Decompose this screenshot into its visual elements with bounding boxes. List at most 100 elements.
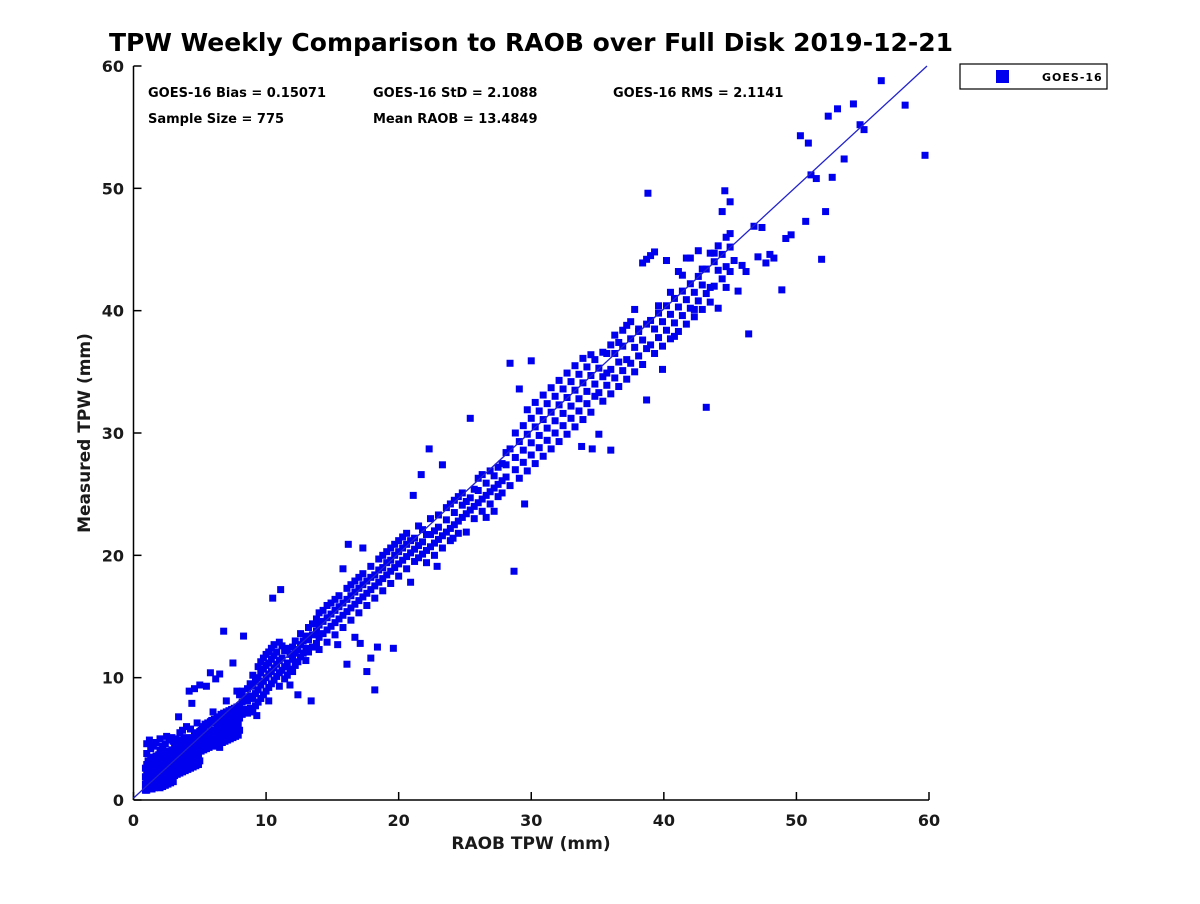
scatter-point	[238, 698, 246, 706]
scatter-point	[259, 654, 267, 662]
scatter-point	[787, 231, 795, 239]
stat-mean-raob: Mean RAOB = 13.4849	[373, 112, 538, 127]
scatter-point	[567, 378, 575, 386]
scatter-point	[730, 257, 738, 265]
scatter-point	[257, 658, 265, 666]
scatter-point	[639, 259, 647, 267]
scatter-point	[742, 268, 750, 276]
scatter-point	[339, 624, 347, 632]
scatter-point	[856, 121, 864, 129]
scatter-point	[807, 171, 815, 179]
scatter-point	[670, 319, 678, 327]
scatter-point	[363, 668, 371, 676]
scatter-point	[387, 567, 395, 575]
scatter-point	[265, 697, 273, 705]
scatter-point	[450, 496, 458, 504]
scatter-point	[283, 659, 291, 667]
scatter-point	[506, 482, 514, 490]
scatter-point	[194, 731, 202, 739]
scatter-point	[241, 693, 249, 701]
scatter-point	[721, 187, 729, 195]
scatter-point	[383, 571, 391, 579]
x-axis-label: RAOB TPW (mm)	[451, 834, 610, 854]
stat-bias: GOES-16 Bias = 0.15071	[148, 86, 326, 101]
scatter-point	[222, 697, 230, 705]
scatter-point	[216, 670, 224, 678]
scatter-point	[571, 362, 579, 370]
scatter-point	[651, 325, 659, 333]
scatter-point	[482, 491, 490, 499]
legend-entry-label: GOES-16	[1042, 71, 1103, 84]
scatter-point	[433, 562, 441, 570]
scatter-point	[371, 594, 379, 602]
scatter-point	[259, 677, 267, 685]
scatter-point	[824, 112, 832, 120]
scatter-point	[395, 548, 403, 556]
scatter-point	[571, 423, 579, 431]
scatter-point	[214, 740, 222, 748]
scatter-point	[359, 593, 367, 601]
scatter-point	[690, 313, 698, 321]
scatter-point	[543, 424, 551, 432]
scatter-point	[583, 387, 591, 395]
scatter-point	[547, 384, 555, 392]
scatter-point	[409, 491, 417, 499]
scatter-point	[442, 528, 450, 536]
scatter-point	[187, 725, 195, 733]
scatter-point	[270, 652, 278, 660]
scatter-point	[254, 674, 262, 682]
scatter-point	[257, 681, 265, 689]
scatter-point	[738, 261, 746, 269]
scatter-point	[249, 708, 257, 716]
scatter-point	[694, 297, 702, 305]
scatter-point	[490, 472, 498, 480]
scatter-point	[607, 390, 615, 398]
scatter-point	[262, 687, 270, 695]
scatter-point	[651, 248, 659, 256]
scatter-point	[194, 761, 202, 769]
scatter-point	[339, 565, 347, 573]
scatter-point	[446, 524, 454, 532]
scatter-point	[615, 383, 623, 391]
y-tick-label: 10	[102, 669, 124, 688]
scatter-point	[655, 302, 663, 310]
scatter-point	[273, 660, 281, 668]
scatter-point	[236, 726, 244, 734]
stat-sample-size: Sample Size = 775	[148, 112, 284, 127]
x-tick-label: 50	[785, 811, 807, 830]
scatter-point	[519, 446, 527, 454]
scatter-point	[718, 208, 726, 216]
scatter-point	[682, 254, 690, 262]
scatter-point	[395, 572, 403, 580]
scatter-point	[254, 663, 262, 671]
scatter-point	[631, 305, 639, 313]
scatter-point	[698, 265, 706, 273]
scatter-point	[454, 517, 462, 525]
scatter-point	[259, 665, 267, 673]
scatter-point	[363, 601, 371, 609]
scatter-point	[659, 365, 667, 373]
scatter-point	[623, 321, 631, 329]
scatter-point	[214, 729, 222, 737]
scatter-point	[575, 395, 583, 403]
scatter-point	[183, 723, 191, 731]
scatter-point	[449, 534, 457, 542]
scatter-point	[519, 422, 527, 430]
scatter-point	[331, 619, 339, 627]
scatter-point	[193, 719, 201, 727]
scatter-point	[662, 326, 670, 334]
scatter-point	[551, 429, 559, 437]
scatter-point	[502, 449, 510, 457]
scatter-point	[190, 685, 198, 693]
scatter-point	[415, 542, 423, 550]
scatter-point	[579, 354, 587, 362]
scatter-point	[347, 616, 355, 624]
scatter-point	[363, 577, 371, 585]
scatter-point	[519, 458, 527, 466]
scatter-point	[246, 704, 254, 712]
scatter-point	[458, 513, 466, 521]
scatter-point	[343, 584, 351, 592]
scatter-point	[281, 675, 289, 683]
scatter-point	[511, 466, 519, 474]
